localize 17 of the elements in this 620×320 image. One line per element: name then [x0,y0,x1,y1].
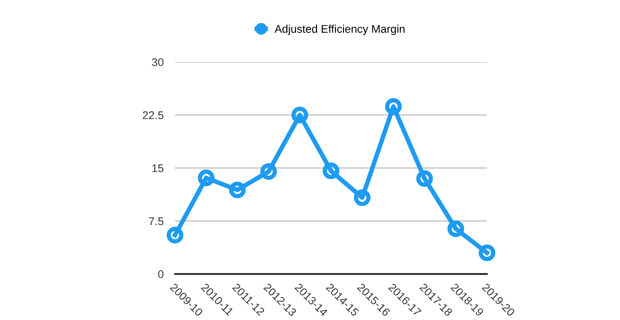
legend-label: Adjusted Efficiency Margin [274,24,405,36]
y-tick-label: 0 [158,270,164,278]
y-tick-label: 30 [152,58,164,66]
point [447,220,464,238]
point [322,162,340,180]
point [291,106,308,124]
point [385,98,402,115]
y-tick-label: 7.5 [149,217,164,226]
point [478,244,496,262]
y-tick-label: 15 [152,164,164,172]
point [260,163,277,180]
point [416,170,433,187]
point [166,226,184,244]
point [229,182,246,198]
point [198,170,215,186]
point [354,189,371,206]
y-tick-label: 22.5 [142,111,164,120]
